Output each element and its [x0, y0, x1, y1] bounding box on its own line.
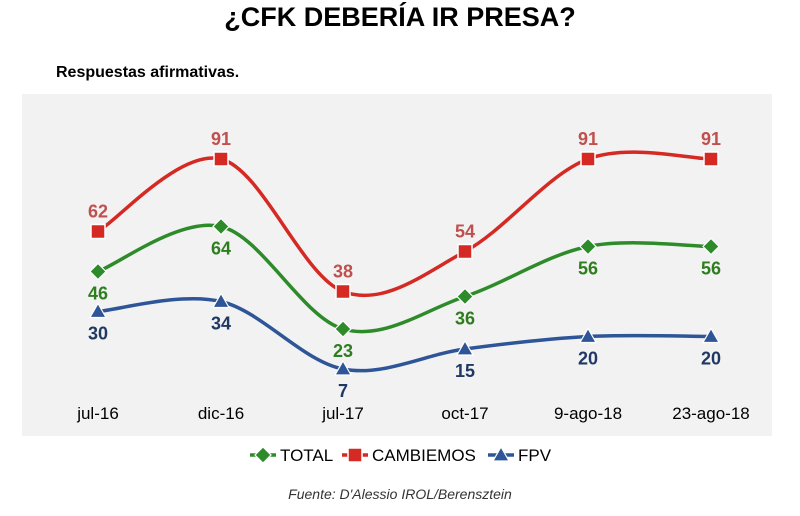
- legend-marker: [491, 445, 511, 462]
- series-layer: 62 91 38 54 91 91 46 64 23 36 56 56 30 34 7 15 20 20: [88, 129, 721, 401]
- data-point-square: [580, 151, 596, 167]
- data-label: 91: [211, 129, 231, 149]
- data-label: 62: [88, 202, 108, 222]
- data-label: 56: [578, 259, 598, 279]
- data-label: 46: [88, 284, 108, 304]
- data-point-diamond: [579, 237, 597, 256]
- legend-marker: [254, 446, 272, 464]
- data-point-square: [213, 151, 229, 167]
- series-line: [96, 297, 713, 373]
- data-point-triangle: [88, 302, 108, 319]
- data-point-triangle: [211, 292, 231, 309]
- legend-marker: [347, 447, 363, 463]
- data-label: 34: [211, 314, 231, 334]
- legend-label: CAMBIEMOS: [372, 446, 476, 465]
- chart-title: ¿CFK DEBERÍA IR PRESA?: [224, 2, 576, 32]
- legend-item-cambiemos: CAMBIEMOS: [342, 446, 476, 465]
- data-point-diamond: [334, 320, 352, 338]
- x-tick-label: oct-17: [441, 404, 488, 423]
- x-tick-label: 23-ago-18: [672, 404, 750, 423]
- x-tick-label: 9-ago-18: [554, 404, 622, 423]
- source-note: Fuente: D'Alessio IROL/Berensztein: [288, 486, 512, 502]
- x-tick-label: jul-17: [321, 404, 364, 423]
- plot-background: [22, 94, 772, 436]
- data-label: 23: [333, 341, 353, 361]
- x-tick-label: jul-16: [76, 404, 119, 423]
- x-tick-label: dic-16: [198, 404, 244, 423]
- data-label: 64: [211, 239, 231, 259]
- data-point-triangle: [455, 339, 475, 356]
- legend-label: FPV: [518, 446, 552, 465]
- data-point-diamond: [456, 287, 474, 306]
- data-point-triangle: [333, 359, 353, 376]
- data-point-square: [90, 223, 106, 240]
- data-label: 91: [701, 129, 721, 149]
- series-line: [96, 223, 713, 334]
- data-point-triangle: [578, 327, 598, 344]
- data-point-diamond: [212, 217, 230, 236]
- data-label: 36: [455, 309, 475, 329]
- data-point-diamond: [702, 237, 720, 256]
- legend: TOTAL CAMBIEMOS FPV: [250, 445, 552, 465]
- data-point-triangle: [701, 327, 721, 344]
- legend-label: TOTAL: [280, 446, 333, 465]
- series-cambiemos: 62 91 38 54 91 91: [88, 129, 721, 300]
- data-label: 38: [333, 262, 353, 282]
- data-label: 54: [455, 222, 475, 242]
- data-label: 30: [88, 324, 108, 344]
- series-total: 46 64 23 36 56 56: [88, 217, 721, 361]
- legend-item-fpv: FPV: [488, 445, 552, 465]
- data-point-square: [335, 283, 351, 300]
- series-fpv: 30 34 7 15 20 20: [88, 292, 721, 401]
- data-label: 20: [578, 349, 598, 369]
- chart-subtitle: Respuestas afirmativas.: [56, 64, 240, 81]
- data-label: 15: [455, 361, 475, 381]
- data-point-square: [457, 243, 473, 260]
- data-label: 56: [701, 259, 721, 279]
- data-label: 91: [578, 129, 598, 149]
- x-axis: jul-16 dic-16 jul-17 oct-17 9-ago-18 23-ago-1…: [76, 404, 750, 423]
- legend-item-total: TOTAL: [250, 446, 333, 465]
- data-point-diamond: [89, 262, 107, 281]
- data-label: 7: [338, 381, 348, 401]
- data-point-square: [703, 151, 719, 167]
- data-label: 20: [701, 349, 721, 369]
